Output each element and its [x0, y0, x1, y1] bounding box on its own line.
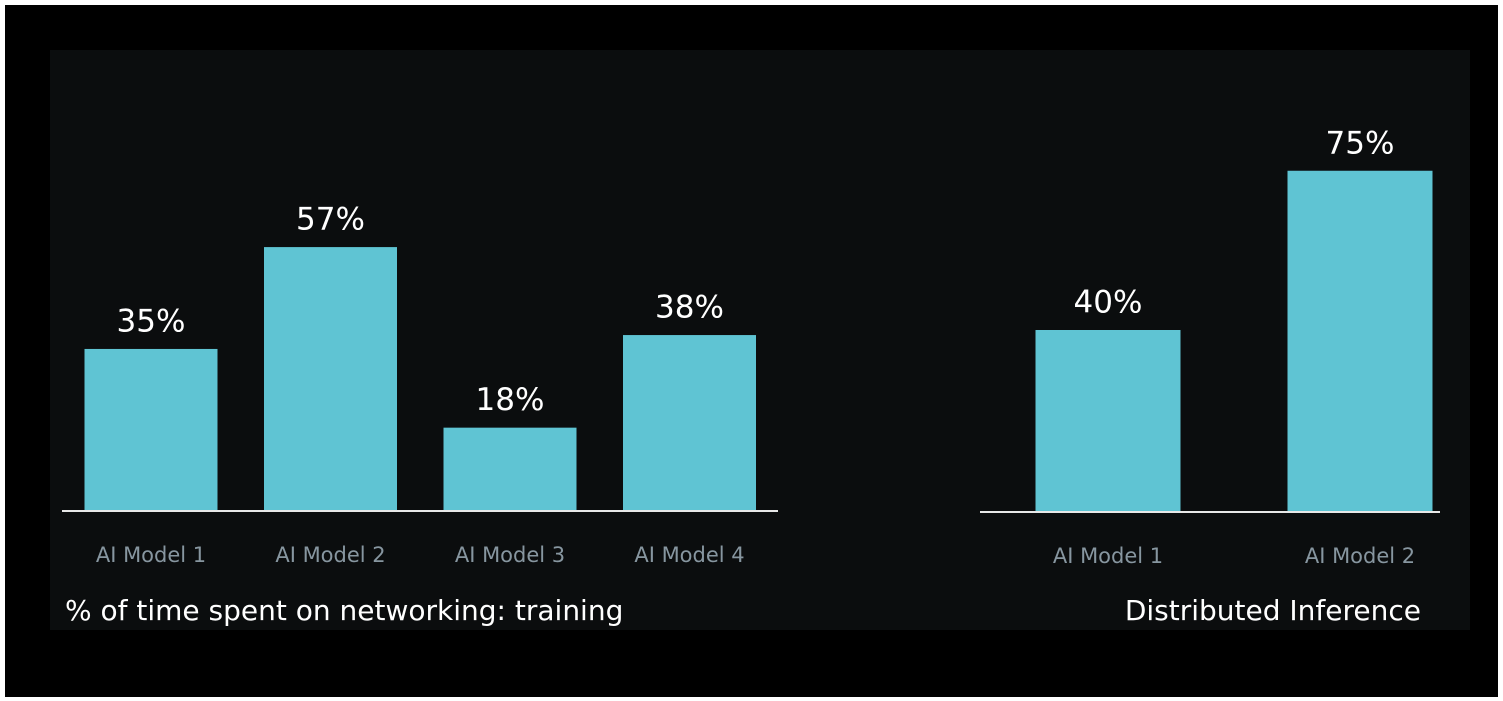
chart-title: % of time spent on networking: training [65, 594, 623, 627]
chart-title: Distributed Inference [1125, 594, 1421, 627]
value-label: 57% [296, 202, 365, 238]
bar [623, 335, 756, 511]
value-label: 35% [117, 303, 186, 339]
value-label: 38% [655, 290, 724, 326]
backdrop [50, 50, 1470, 630]
bar [443, 427, 577, 511]
x-tick-label: AI Model 4 [634, 543, 744, 567]
x-tick-label: AI Model 3 [455, 543, 565, 567]
value-label: 18% [476, 382, 545, 418]
bar [1287, 170, 1433, 512]
bar [264, 247, 397, 511]
bar [84, 348, 218, 511]
bar [1035, 330, 1181, 512]
x-tick-label: AI Model 2 [1305, 544, 1415, 568]
value-label: 75% [1326, 125, 1395, 161]
x-tick-label: AI Model 2 [275, 543, 385, 567]
x-tick-label: AI Model 1 [1053, 544, 1163, 568]
value-label: 40% [1074, 285, 1143, 321]
x-tick-label: AI Model 1 [96, 543, 206, 567]
